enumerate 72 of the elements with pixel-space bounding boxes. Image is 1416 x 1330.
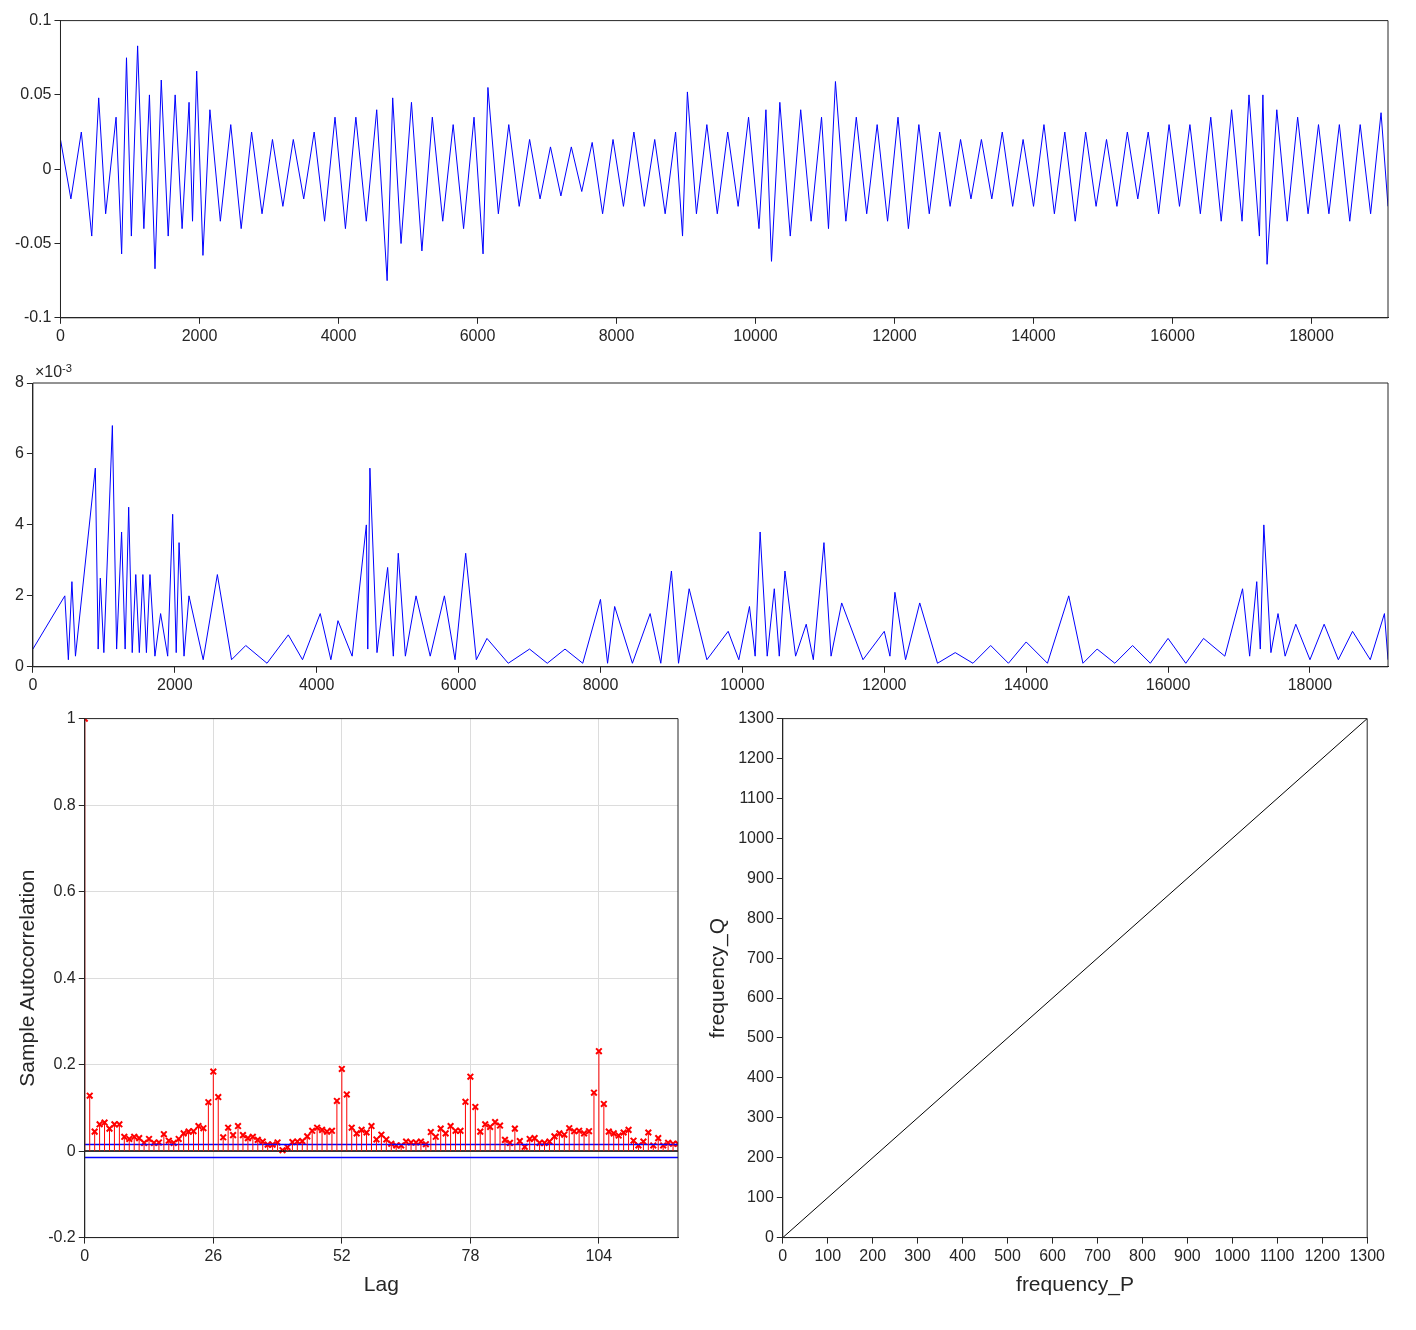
x-axis-title: Lag [363,1272,399,1296]
y-tick-label: 1000 [738,828,774,846]
x-tick-label: 900 [1174,1246,1201,1264]
x-tick-label: 104 [585,1246,613,1264]
x-tick-label: 6000 [459,326,496,344]
x-tick-label: 8000 [598,326,635,344]
x-axis-title: frequency_P [1016,1272,1134,1297]
y-tick-label: 300 [747,1108,774,1126]
x-tick-label: 0 [80,1246,90,1264]
x-tick-label: 200 [859,1246,887,1264]
x-tick-label: 800 [1129,1246,1156,1264]
y-tick-label: 6 [14,444,24,462]
x-tick-label: 14000 [1011,326,1056,344]
x-tick-label: 1000 [1214,1246,1251,1264]
y-axis-title: Sample Autocorrelation [15,869,39,1087]
x-tick-label: 6000 [440,675,477,693]
x-tick-label: 8000 [582,675,619,693]
y-tick-label: -0.2 [48,1228,76,1246]
y-tick-label: 0 [14,657,24,675]
x-tick-label: 4000 [298,675,335,693]
y-tick-label: 800 [747,908,774,926]
y-tick-label: 0.8 [53,795,76,813]
x-tick-label: 2000 [157,675,193,693]
y-tick-label: 100 [747,1188,774,1206]
y-axis-title: frequency_Q [705,917,730,1039]
x-tick-label: 500 [994,1246,1022,1264]
x-tick-label: 400 [949,1246,977,1264]
x-tick-label: 10000 [733,326,778,344]
y-tick-label: 4 [14,515,24,533]
y-tick-label: 2 [14,586,24,604]
x-tick-label: 300 [904,1246,932,1264]
y-tick-label: 900 [747,868,774,886]
x-tick-label: 0 [778,1246,788,1264]
y-tick-label: 700 [747,948,774,966]
y-tick-label: 600 [747,988,774,1006]
x-tick-label: 1100 [1260,1246,1295,1264]
y-tick-label: 1300 [738,709,774,727]
y-tick-label: 8 [14,373,24,391]
y-tick-label: 1 [66,709,76,727]
x-tick-label: 52 [332,1246,351,1264]
y-tick-label: 0 [42,159,52,177]
y-tick-label: 0.6 [53,882,76,900]
x-tick-label: 600 [1039,1246,1066,1264]
x-tick-label: 700 [1084,1246,1111,1264]
x-tick-label: 10000 [720,675,765,693]
x-tick-label: 1300 [1349,1246,1386,1264]
x-tick-label: 16000 [1145,675,1191,693]
x-tick-label: 14000 [1003,675,1049,693]
x-tick-label: 2000 [181,326,218,344]
x-tick-label: 12000 [862,675,907,693]
x-tick-label: 4000 [320,326,357,344]
y-tick-label: 0.1 [29,11,52,29]
x-tick-label: 18000 [1287,675,1333,693]
y-tick-label: 0.4 [53,968,76,986]
y-tick-label: -0.1 [23,308,52,326]
x-tick-label: 18000 [1289,326,1334,344]
y-tick-label: 500 [747,1028,774,1046]
y-tick-label: 200 [747,1148,774,1166]
y-tick-label: 1200 [738,748,774,766]
y-tick-label: 400 [747,1068,774,1086]
y-tick-label: 0.05 [20,85,52,103]
y-tick-label: 0 [66,1141,76,1159]
x-tick-label: 16000 [1150,326,1195,344]
x-tick-label: 1200 [1304,1246,1341,1264]
x-tick-label: 12000 [872,326,917,344]
x-tick-label: 100 [814,1246,842,1264]
x-tick-label: 78 [461,1246,480,1264]
y-tick-label: -0.05 [15,233,52,251]
y-tick-label: 1100 [739,788,774,806]
x-tick-label: 26 [204,1246,223,1264]
y-tick-label: 0.2 [53,1055,76,1073]
y-tick-label: 0 [764,1228,774,1246]
